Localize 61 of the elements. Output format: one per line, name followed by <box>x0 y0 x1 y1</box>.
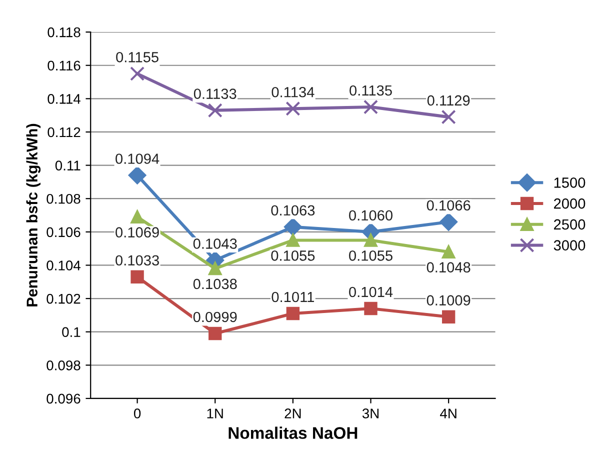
data-label: 0.1055 <box>349 250 392 261</box>
data-label: 0.1060 <box>349 210 392 221</box>
data-label: 0.1133 <box>194 88 236 99</box>
y-tick-label: 0.1 <box>62 327 80 338</box>
point <box>208 262 222 276</box>
y-tick-label: 0.112 <box>48 127 80 138</box>
data-label: 0.1069 <box>116 227 159 238</box>
data-label: 0.1014 <box>349 286 393 298</box>
point <box>284 218 302 236</box>
y-axis-title: Penurunan bsfc (kg/kWh) <box>26 124 41 306</box>
y-tick-label: 0.118 <box>48 27 80 38</box>
point <box>130 210 144 224</box>
data-label: 0.1048 <box>426 262 470 272</box>
legend-label: 1500 <box>554 178 586 188</box>
point <box>130 66 145 81</box>
point <box>208 103 222 118</box>
point <box>286 306 300 320</box>
legend-label: 2000 <box>554 198 586 209</box>
legend-label: 2500 <box>554 219 586 230</box>
point <box>363 100 378 114</box>
data-label: 0.1129 <box>427 95 470 106</box>
y-tick-label: 0.104 <box>46 260 80 270</box>
y-tick-label: 0.106 <box>46 227 80 238</box>
point <box>440 213 458 231</box>
y-tick-label: 0.098 <box>46 360 80 370</box>
y-tick-label: 0.114 <box>48 94 80 104</box>
x-tick-label: 0 <box>134 408 141 418</box>
y-tick-label: 0.11 <box>55 160 80 170</box>
x-tick-label: 3N <box>362 408 379 418</box>
point <box>364 234 378 247</box>
data-label: 0.1094 <box>116 154 160 164</box>
point <box>128 166 146 184</box>
point <box>442 310 456 324</box>
data-label: 0.1063 <box>271 205 315 216</box>
x-tick-label: 1N <box>207 408 223 418</box>
data-label: 0.1038 <box>193 278 237 290</box>
point <box>130 270 144 284</box>
data-label: 0.0999 <box>193 312 237 322</box>
y-tick-label: 0.116 <box>48 60 80 71</box>
x-tick-label: 4N <box>440 408 456 418</box>
point <box>286 234 300 247</box>
point <box>442 245 456 258</box>
y-tick-label: 0.096 <box>46 394 80 404</box>
x-axis-title: Nomalitas NaOH <box>228 426 358 439</box>
data-label: 0.1055 <box>271 250 315 261</box>
data-label: 0.1009 <box>426 295 470 306</box>
x-tick-label: 2N <box>284 408 301 418</box>
data-label: 0.1155 <box>116 52 158 62</box>
legend-label: 3000 <box>554 240 586 251</box>
data-label: 0.1011 <box>272 292 314 302</box>
y-tick-label: 0.102 <box>46 294 80 304</box>
data-label: 0.1043 <box>193 238 237 249</box>
data-label: 0.1134 <box>272 86 314 98</box>
point <box>364 302 378 316</box>
point <box>441 110 456 124</box>
point <box>286 101 300 116</box>
data-label: 0.1135 <box>350 85 392 96</box>
data-label: 0.1033 <box>116 255 159 266</box>
data-label: 0.1066 <box>426 200 470 211</box>
point <box>208 326 222 340</box>
y-tick-label: 0.108 <box>46 194 80 204</box>
